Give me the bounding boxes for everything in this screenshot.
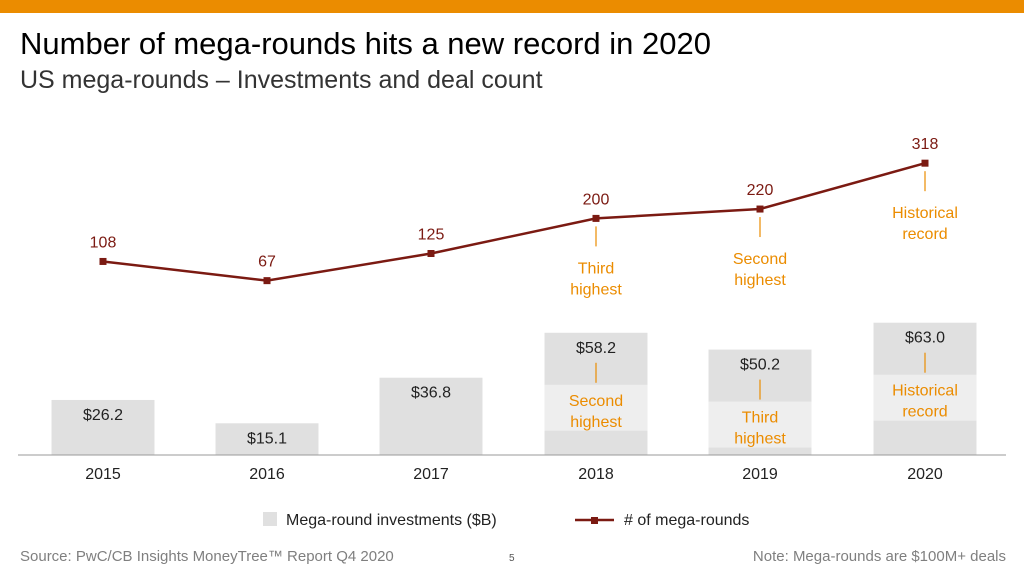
page-subtitle: US mega-rounds – Investments and deal co… xyxy=(20,66,543,94)
line-point-2016 xyxy=(263,277,271,285)
line-point-2020 xyxy=(921,159,929,167)
page-number: 5 xyxy=(509,553,515,564)
bar-annotation-2019: Third xyxy=(742,410,778,427)
source-note: Source: PwC/CB Insights MoneyTree™ Repor… xyxy=(20,548,394,565)
bar-value-label-2015: $26.2 xyxy=(83,407,123,424)
top-accent-bar xyxy=(0,0,1024,13)
bar-value-label-2019: $50.2 xyxy=(740,357,780,374)
legend-label-mega-rounds: # of mega-rounds xyxy=(624,512,749,529)
bar-highlight-band-2018 xyxy=(544,384,648,431)
line-value-label-2015: 108 xyxy=(90,234,117,251)
line-annotation-2019: Second xyxy=(733,251,787,268)
x-tick-label-2019: 2019 xyxy=(742,466,778,483)
line-value-label-2019: 220 xyxy=(747,182,774,199)
bar-2017 xyxy=(379,377,483,455)
bar-2016 xyxy=(215,423,319,455)
line-value-label-2017: 125 xyxy=(418,227,445,244)
legend-marker-mega-rounds xyxy=(591,517,598,524)
x-tick-label-2016: 2016 xyxy=(249,466,285,483)
line-point-2018 xyxy=(592,214,600,222)
bar-value-label-2016: $15.1 xyxy=(247,430,287,447)
line-annotation-2018: highest xyxy=(570,281,622,298)
bar-value-label-2017: $36.8 xyxy=(411,385,451,402)
line-value-label-2020: 318 xyxy=(912,136,939,153)
legend-label-investments: Mega-round investments ($B) xyxy=(286,512,497,529)
bar-annotation-2020: record xyxy=(902,404,947,421)
page-title: Number of mega-rounds hits a new record … xyxy=(20,26,711,61)
x-tick-label-2015: 2015 xyxy=(85,466,121,483)
line-point-2019 xyxy=(756,205,764,213)
x-tick-label-2018: 2018 xyxy=(578,466,614,483)
bar-annotation-2019: highest xyxy=(734,431,786,448)
bar-value-label-2018: $58.2 xyxy=(576,340,616,357)
bar-value-label-2020: $63.0 xyxy=(905,330,945,347)
line-point-2017 xyxy=(427,250,435,257)
bar-highlight-band-2019 xyxy=(708,401,812,448)
bar-annotation-2018: Second xyxy=(569,393,623,410)
line-annotation-2018: Third xyxy=(578,260,614,277)
bar-annotation-2020: Historical xyxy=(892,383,958,400)
line-annotation-2020: record xyxy=(902,226,947,243)
bar-annotation-2018: highest xyxy=(570,414,622,431)
line-value-label-2016: 67 xyxy=(258,254,276,271)
bar-2015 xyxy=(51,399,155,455)
line-point-2015 xyxy=(99,257,107,265)
line-series-mega-rounds xyxy=(102,161,926,282)
line-annotation-2020: Historical xyxy=(892,205,958,222)
footnote: Note: Mega-rounds are $100M+ deals xyxy=(752,548,1006,565)
line-value-label-2018: 200 xyxy=(583,191,610,208)
x-tick-label-2020: 2020 xyxy=(907,466,943,483)
line-annotation-2019: highest xyxy=(734,272,786,289)
bar-highlight-band-2020 xyxy=(873,374,977,421)
legend-swatch-investments xyxy=(263,512,277,526)
x-tick-label-2017: 2017 xyxy=(413,466,449,483)
